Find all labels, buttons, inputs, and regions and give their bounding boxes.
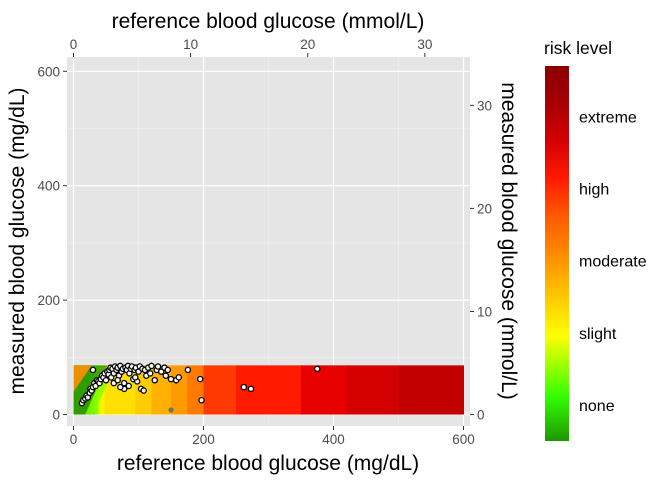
legend-labels: none slight moderate high extreme [579,109,647,414]
y-tick-label: 600 [37,64,60,79]
x2-axis-title: reference blood glucose (mmol/L) [112,10,425,33]
x2-tick-label: 30 [417,37,432,52]
risk-band-cell [187,365,204,415]
y-axis-left: 0 200 400 600 [37,64,67,423]
legend-label: moderate [579,254,647,271]
x2-tick-label: 20 [300,37,315,52]
legend-label: slight [579,326,617,343]
risk-band-cell [346,365,399,415]
y2-tick-label: 30 [477,98,492,113]
x-axis-bottom: 0 200 400 600 [70,426,475,447]
y2-tick-label: 10 [477,304,492,319]
data-point [198,397,205,404]
data-points [78,362,321,413]
data-point [247,385,255,393]
data-point [164,366,171,374]
risk-band-cell [398,365,464,415]
data-point [151,376,158,384]
y-tick-label: 200 [37,293,60,308]
data-point [131,374,139,381]
data-point [240,383,248,391]
legend-title: risk level [544,38,612,58]
data-point [117,383,124,391]
data-point [148,362,155,370]
data-point [146,370,154,377]
legend-label: none [579,398,615,415]
y2-tick-label: 20 [477,201,492,216]
legend-colorbar [545,66,569,441]
x-tick-label: 0 [70,432,78,447]
data-point [154,363,162,370]
data-point [196,375,204,383]
data-point [125,382,133,390]
data-point [184,366,192,374]
risk-band-cell [203,365,237,415]
x-axis-title: reference blood glucose (mg/dL) [117,452,419,475]
y-axis-title: measured blood glucose (mg/dL) [6,87,29,394]
legend-label: high [579,182,609,199]
data-point [140,387,147,394]
risk-band-cell [73,365,92,392]
grid-minor [67,57,470,426]
legend-label: extreme [579,109,637,126]
data-point [167,375,175,383]
data-point [157,368,165,375]
y-tick-label: 400 [37,179,60,194]
y-tick-label: 0 [52,408,60,423]
risk-band-cell [301,365,347,415]
y-axis-right: 0 10 20 30 [470,98,492,423]
x2-tick-label: 0 [70,37,78,52]
data-point [114,376,121,384]
x2-tick-label: 10 [183,37,198,52]
y2-tick-label: 0 [477,408,485,423]
data-point [313,365,321,373]
x-axis-top: 0 10 20 30 [70,37,432,57]
x-tick-label: 400 [322,432,345,447]
data-point [89,366,97,374]
risk-band-cell [236,365,302,415]
data-point [162,372,170,379]
y2-axis-title: measured blood glucose (mmol/L) [497,82,520,399]
risk-band-cell [171,365,188,415]
data-point [175,374,183,381]
data-point-grey [168,407,174,413]
data-point [102,376,110,384]
x-tick-label: 200 [192,432,215,447]
x-tick-label: 600 [452,432,475,447]
